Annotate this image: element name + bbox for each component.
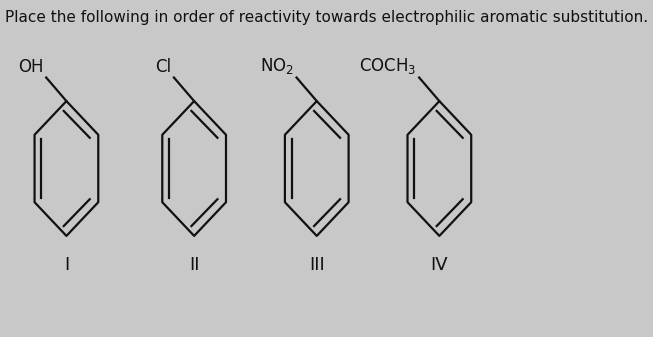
Text: COCH$_3$: COCH$_3$	[359, 56, 417, 76]
Text: III: III	[309, 256, 325, 274]
Text: Cl: Cl	[155, 58, 171, 76]
Text: IV: IV	[430, 256, 448, 274]
Text: Place the following in order of reactivity towards electrophilic aromatic substi: Place the following in order of reactivi…	[5, 10, 648, 25]
Text: I: I	[64, 256, 69, 274]
Text: II: II	[189, 256, 199, 274]
Text: OH: OH	[18, 58, 44, 76]
Text: NO$_2$: NO$_2$	[260, 56, 294, 76]
